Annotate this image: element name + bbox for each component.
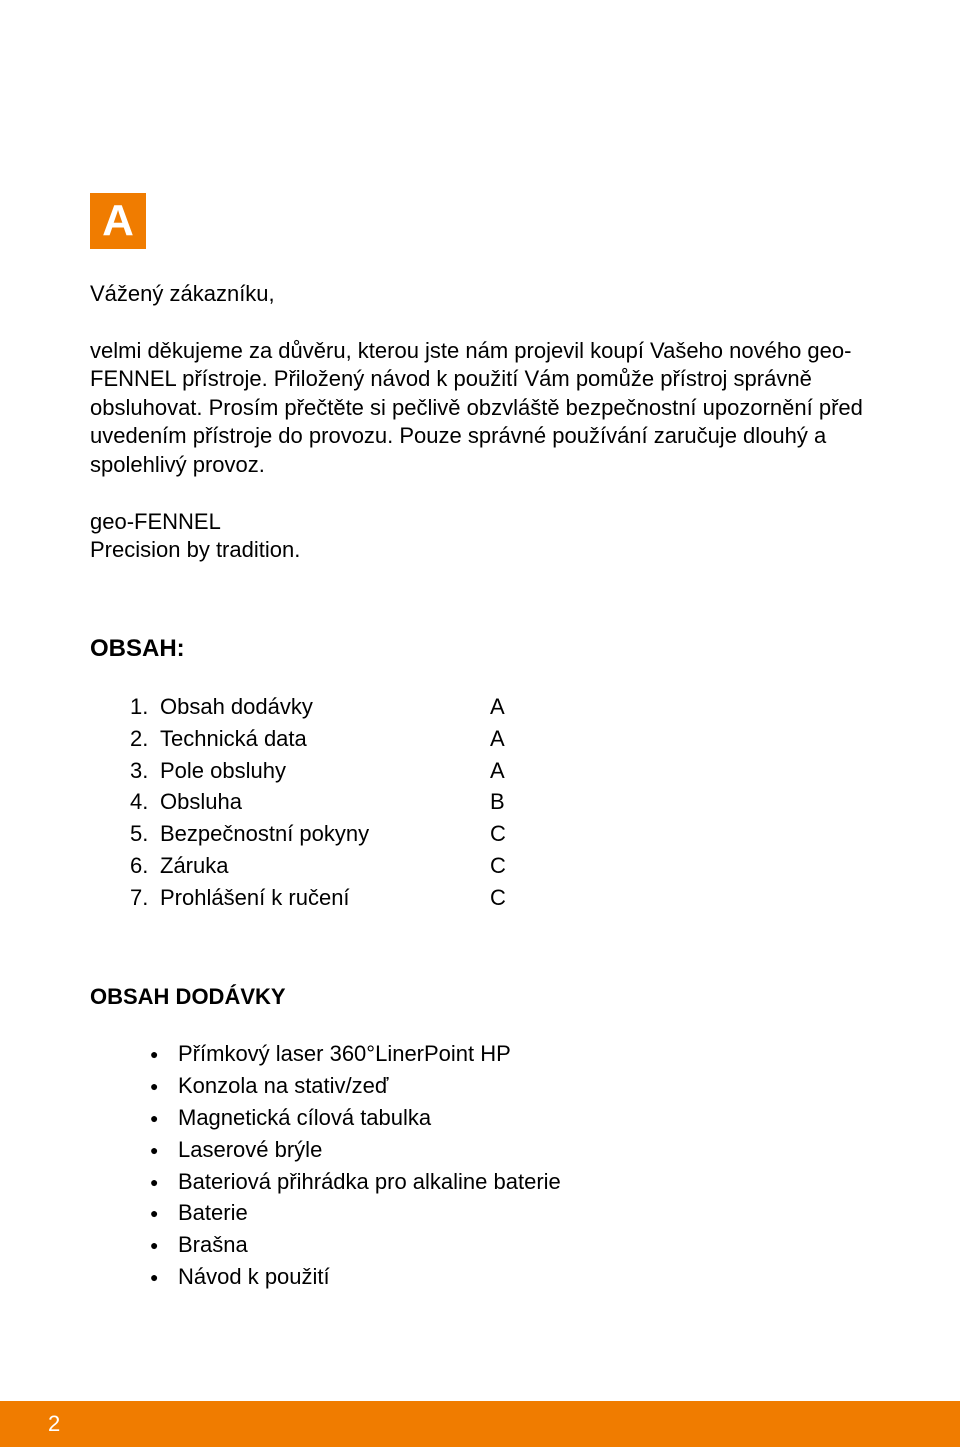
brand-name: geo-FENNEL <box>90 509 221 534</box>
brand-signature: geo-FENNEL Precision by tradition. <box>90 508 870 565</box>
toc-label: Technická data <box>160 723 490 755</box>
toc-item: 2. Technická data A <box>130 723 870 755</box>
list-item: ● Magnetická cílová tabulka <box>150 1102 870 1134</box>
list-item: ● Baterie <box>150 1197 870 1229</box>
toc-item: 6. Záruka C <box>130 850 870 882</box>
toc-section-key: C <box>490 882 520 914</box>
toc-number: 3. <box>130 755 160 787</box>
toc-section-key: A <box>490 755 520 787</box>
list-item-text: Brašna <box>178 1229 248 1261</box>
toc-label: Bezpečnostní pokyny <box>160 818 490 850</box>
intro-paragraph: velmi děkujeme za důvěru, kterou jste ná… <box>90 337 870 480</box>
toc-item: 1. Obsah dodávky A <box>130 691 870 723</box>
toc-section-key: C <box>490 850 520 882</box>
list-item-text: Přímkový laser 360°LinerPoint HP <box>178 1038 511 1070</box>
list-item-text: Konzola na stativ/zeď <box>178 1070 388 1102</box>
list-item-text: Návod k použití <box>178 1261 330 1293</box>
list-item-text: Laserové brýle <box>178 1134 322 1166</box>
page-content: Vážený zákazníku, velmi děkujeme za důvě… <box>90 280 870 1293</box>
list-item: ● Konzola na stativ/zeď <box>150 1070 870 1102</box>
toc-number: 2. <box>130 723 160 755</box>
list-item: ● Brašna <box>150 1229 870 1261</box>
list-item: ● Přímkový laser 360°LinerPoint HP <box>150 1038 870 1070</box>
table-of-contents: 1. Obsah dodávky A 2. Technická data A 3… <box>130 691 870 914</box>
brand-tagline: Precision by tradition. <box>90 537 300 562</box>
toc-number: 4. <box>130 786 160 818</box>
greeting-text: Vážený zákazníku, <box>90 280 870 309</box>
toc-section-key: A <box>490 723 520 755</box>
list-item-text: Bateriová přihrádka pro alkaline baterie <box>178 1166 561 1198</box>
list-item-text: Magnetická cílová tabulka <box>178 1102 431 1134</box>
toc-section-key: C <box>490 818 520 850</box>
toc-label: Pole obsluhy <box>160 755 490 787</box>
toc-number: 1. <box>130 691 160 723</box>
toc-item: 7. Prohlášení k ručení C <box>130 882 870 914</box>
toc-label: Záruka <box>160 850 490 882</box>
bullet-icon: ● <box>150 1070 178 1096</box>
toc-label: Prohlášení k ručení <box>160 882 490 914</box>
toc-item: 5. Bezpečnostní pokyny C <box>130 818 870 850</box>
list-item: ● Laserové brýle <box>150 1134 870 1166</box>
bullet-icon: ● <box>150 1229 178 1255</box>
page-number: 2 <box>48 1411 60 1437</box>
list-item: ● Návod k použití <box>150 1261 870 1293</box>
toc-section-key: A <box>490 691 520 723</box>
delivery-heading: OBSAH DODÁVKY <box>90 984 870 1010</box>
bullet-icon: ● <box>150 1166 178 1192</box>
list-item-text: Baterie <box>178 1197 248 1229</box>
toc-heading: OBSAH: <box>90 635 870 663</box>
toc-number: 7. <box>130 882 160 914</box>
section-badge: A <box>90 193 146 249</box>
delivery-list: ● Přímkový laser 360°LinerPoint HP ● Kon… <box>150 1038 870 1293</box>
toc-item: 4. Obsluha B <box>130 786 870 818</box>
list-item: ● Bateriová přihrádka pro alkaline bater… <box>150 1166 870 1198</box>
toc-number: 6. <box>130 850 160 882</box>
toc-label: Obsah dodávky <box>160 691 490 723</box>
bullet-icon: ● <box>150 1261 178 1287</box>
toc-number: 5. <box>130 818 160 850</box>
bullet-icon: ● <box>150 1102 178 1128</box>
page-footer: 2 <box>0 1401 960 1447</box>
toc-item: 3. Pole obsluhy A <box>130 755 870 787</box>
bullet-icon: ● <box>150 1134 178 1160</box>
bullet-icon: ● <box>150 1197 178 1223</box>
toc-label: Obsluha <box>160 786 490 818</box>
toc-section-key: B <box>490 786 520 818</box>
bullet-icon: ● <box>150 1038 178 1064</box>
